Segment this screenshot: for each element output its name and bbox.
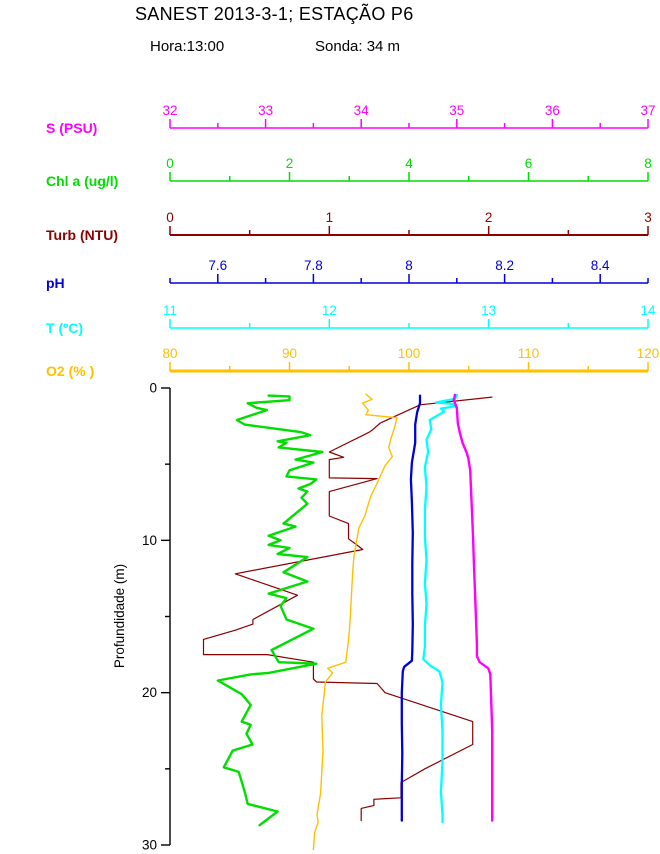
series-line-temp [422, 393, 458, 824]
tick-label: 11 [163, 303, 177, 318]
tick-label: 33 [258, 103, 273, 118]
axis-title-s: S (PSU) [46, 120, 97, 136]
tick-label: 7.8 [304, 258, 323, 273]
tick-label: 110 [518, 346, 540, 361]
series-line-chl [216, 394, 324, 827]
tick-label: 8 [644, 156, 652, 171]
depth-tick-label: 20 [142, 685, 157, 700]
depth-axis: 0 10 20 30 Profundidade (m) [112, 381, 171, 853]
tick-label: 32 [162, 103, 177, 118]
axis-title-t: T (ºC) [46, 320, 83, 336]
tick-label: 3 [644, 210, 652, 225]
depth-tick-label: 0 [149, 381, 157, 396]
tick-label: 1 [326, 210, 334, 225]
tick-label: 4 [405, 156, 413, 171]
tick-label: 8.2 [495, 258, 514, 273]
tick-label: 0 [166, 156, 174, 171]
tick-label: 2 [286, 156, 294, 171]
tick-label: 120 [637, 346, 660, 361]
axis-title-o2: O2 (% ) [46, 363, 94, 379]
tick-label: 100 [398, 346, 421, 361]
tick-label: 14 [640, 303, 656, 318]
axis-title-chl: Chl a (ug/l) [46, 173, 118, 189]
tick-label: 12 [322, 303, 337, 318]
tick-label: 8.4 [591, 258, 610, 273]
tick-label: 2 [485, 210, 493, 225]
tick-label: 35 [449, 103, 464, 118]
tick-label: 90 [282, 346, 297, 361]
value-axis-ph: 7.6 7.8 8 8.2 8.4 pH [46, 258, 649, 291]
hora-annotation: Hora:13:00 [150, 38, 225, 55]
value-axis-chl: 0 2 4 6 8 Chl a (ug/l) [46, 156, 652, 189]
axis-title-ph: pH [46, 275, 65, 291]
value-axis-o2: 80 90 100 110 120 O2 (% ) [46, 346, 659, 379]
tick-label: 6 [525, 156, 533, 171]
sonda-annotation: Sonda: 34 m [315, 38, 401, 55]
tick-label: 37 [640, 103, 655, 118]
tick-label: 0 [166, 210, 174, 225]
depth-axis-title: Profundidade (m) [112, 564, 127, 668]
value-axis-s: 32 33 34 35 36 37 S (PSU) [46, 103, 656, 136]
tick-label: 36 [545, 103, 560, 118]
depth-tick-label: 30 [142, 838, 157, 853]
tick-label: 80 [162, 346, 177, 361]
tick-label: 8 [405, 258, 413, 273]
series-line-turb [202, 396, 493, 822]
series-line-sal [452, 393, 494, 822]
tick-label: 13 [481, 303, 496, 318]
series-line-ph [400, 394, 422, 822]
series-line-o2 [312, 393, 398, 851]
page-title: SANEST 2013-3-1; ESTAÇÃO P6 [135, 4, 414, 24]
tick-label: 34 [354, 103, 370, 118]
value-axis-t: 11 12 13 14 T (ºC) [46, 303, 656, 336]
axis-title-turb: Turb (NTU) [46, 227, 118, 243]
tick-label: 7.6 [208, 258, 227, 273]
value-axis-turb: 0 1 2 3 Turb (NTU) [46, 210, 652, 243]
depth-tick-label: 10 [142, 533, 157, 548]
